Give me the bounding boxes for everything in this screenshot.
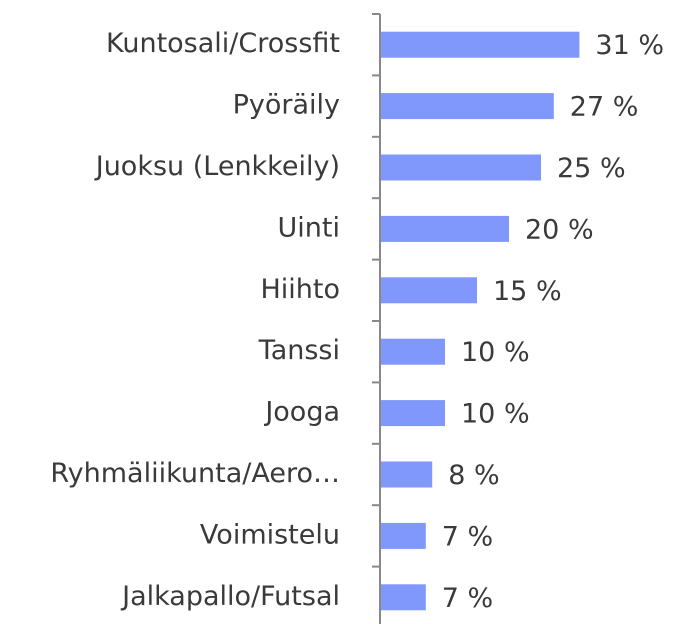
- y-tick-label: Kuntosali/Crossfit: [106, 28, 340, 59]
- bar: [381, 584, 426, 611]
- y-tick-label: Ryhmäliikunta/Aero…: [50, 458, 340, 489]
- data-label: 31 %: [595, 30, 664, 61]
- y-tick-label: Jalkapallo/Futsal: [120, 581, 340, 612]
- y-tick-label: Juoksu (Lenkkeily): [94, 151, 340, 182]
- data-label: 10 %: [461, 399, 530, 430]
- y-tick-label: Voimistelu: [200, 519, 340, 550]
- bar: [381, 93, 554, 120]
- bar: [381, 154, 541, 181]
- bar: [381, 338, 445, 365]
- y-tick-label: Tanssi: [258, 335, 340, 366]
- bar: [381, 461, 433, 488]
- data-label: 20 %: [525, 214, 594, 245]
- y-tick-label: Jooga: [263, 397, 340, 428]
- data-label: 10 %: [461, 337, 530, 368]
- y-tick-label: Hiihto: [260, 274, 340, 305]
- bar: [381, 522, 426, 549]
- bar: [381, 215, 509, 242]
- data-label: 8 %: [448, 460, 499, 491]
- data-label: 27 %: [570, 92, 639, 123]
- bar: [381, 400, 445, 427]
- data-label: 25 %: [557, 153, 626, 184]
- data-label: 15 %: [493, 276, 562, 307]
- bar: [381, 31, 580, 58]
- data-label: 7 %: [442, 583, 493, 614]
- y-tick-label: Uinti: [278, 212, 340, 243]
- y-tick-label: Pyöräily: [233, 90, 340, 121]
- data-label: 7 %: [442, 521, 493, 552]
- bar: [381, 277, 477, 304]
